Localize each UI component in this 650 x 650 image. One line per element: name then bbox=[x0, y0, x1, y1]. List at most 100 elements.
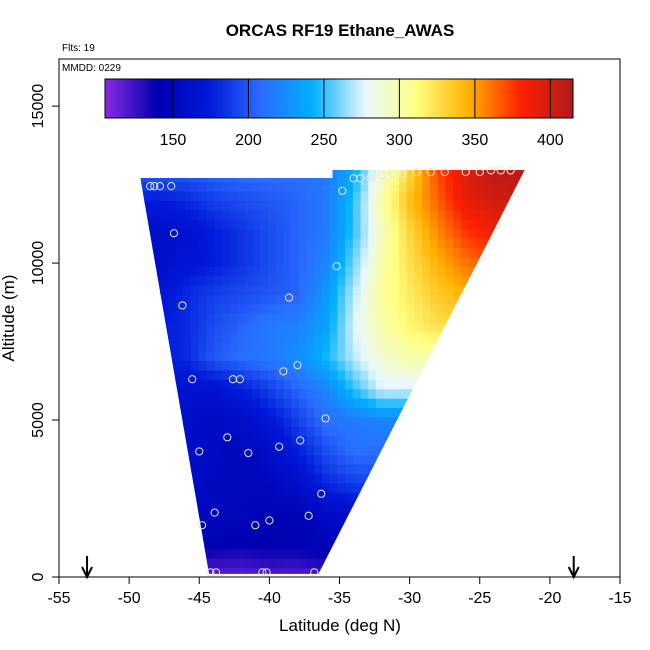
heatmap-cell bbox=[321, 219, 331, 230]
heatmap-cell bbox=[206, 190, 215, 201]
heatmap-cell bbox=[283, 473, 292, 484]
heatmap-cell bbox=[329, 190, 338, 201]
heatmap-cell bbox=[422, 341, 431, 352]
heatmap-cell bbox=[422, 181, 431, 192]
heatmap-cell bbox=[167, 219, 177, 230]
heatmap-cell bbox=[175, 256, 184, 267]
heatmap-cell bbox=[213, 398, 223, 409]
heatmap-cell bbox=[275, 275, 284, 286]
heatmap-cell bbox=[244, 492, 254, 503]
heatmap-cell bbox=[406, 332, 416, 343]
heatmap-cell bbox=[329, 237, 338, 248]
heatmap-cell bbox=[244, 200, 254, 211]
heatmap-cell bbox=[360, 407, 369, 418]
heatmap-cell bbox=[213, 313, 223, 324]
heatmap-cell bbox=[237, 539, 246, 550]
heatmap-cell bbox=[283, 454, 292, 465]
heatmap-cell bbox=[298, 303, 308, 314]
heatmap-cell bbox=[283, 209, 292, 220]
sample-point bbox=[211, 568, 221, 577]
heatmap-cell bbox=[275, 379, 284, 390]
heatmap-cell bbox=[329, 350, 338, 361]
heatmap-cell bbox=[198, 398, 207, 409]
heatmap-cell bbox=[360, 416, 369, 427]
heatmap-cell bbox=[314, 435, 323, 446]
heatmap-cell bbox=[337, 209, 346, 220]
heatmap-cell bbox=[491, 219, 500, 230]
heatmap-cell bbox=[237, 247, 246, 258]
heatmap-cell bbox=[275, 332, 284, 343]
heatmap-cell bbox=[352, 379, 362, 390]
heatmap-cell bbox=[252, 416, 261, 427]
heatmap-cell bbox=[275, 190, 284, 201]
heatmap-cell bbox=[275, 237, 284, 248]
heatmap-cell bbox=[375, 313, 385, 324]
heatmap-cell bbox=[237, 501, 246, 512]
heatmap-cell bbox=[460, 190, 470, 201]
heatmap-cell bbox=[314, 548, 323, 559]
heatmap-cell bbox=[267, 228, 277, 239]
heatmap-cell bbox=[422, 247, 431, 258]
heatmap-cell bbox=[406, 228, 416, 239]
heatmap-cell bbox=[314, 190, 323, 201]
heatmap-cell bbox=[206, 511, 215, 522]
heatmap-cell bbox=[352, 313, 362, 324]
heatmap-cell bbox=[460, 172, 470, 183]
heatmap-cell bbox=[414, 190, 423, 201]
heatmap-cell bbox=[321, 190, 331, 201]
heatmap-cell bbox=[267, 454, 277, 465]
heatmap-cell bbox=[329, 200, 338, 211]
heatmap-cell bbox=[437, 303, 446, 314]
heatmap-cell bbox=[406, 200, 416, 211]
heatmap-cell bbox=[175, 200, 184, 211]
heatmap-cell bbox=[267, 558, 277, 569]
heatmap-cell bbox=[198, 237, 207, 248]
heatmap-cell bbox=[221, 332, 231, 343]
heatmap-cell bbox=[329, 426, 338, 437]
heatmap-cell bbox=[399, 369, 408, 380]
heatmap-cell bbox=[314, 558, 323, 569]
heatmap-cell bbox=[460, 200, 470, 211]
heatmap-cell bbox=[244, 209, 254, 220]
heatmap-cell bbox=[275, 313, 284, 324]
heatmap-cell bbox=[267, 492, 277, 503]
heatmap-cell bbox=[314, 350, 323, 361]
heatmap-cell bbox=[314, 388, 323, 399]
heatmap-cell bbox=[206, 266, 215, 277]
heatmap-cell bbox=[229, 548, 238, 559]
heatmap-cell bbox=[206, 379, 215, 390]
heatmap-cell bbox=[152, 228, 161, 239]
heatmap-cell bbox=[429, 285, 439, 296]
heatmap-cell bbox=[345, 388, 354, 399]
heatmap-cell bbox=[445, 247, 454, 258]
heatmap-cell bbox=[368, 294, 377, 305]
heatmap-cell bbox=[237, 341, 246, 352]
heatmap-cell bbox=[368, 332, 377, 343]
heatmap-cell bbox=[337, 294, 346, 305]
heatmap-cell bbox=[445, 209, 454, 220]
heatmap-cell bbox=[283, 322, 292, 333]
heatmap-cell bbox=[422, 237, 431, 248]
heatmap-cell bbox=[275, 558, 284, 569]
heatmap-cell bbox=[283, 445, 292, 456]
sample-point bbox=[188, 375, 197, 384]
heatmap-cell bbox=[375, 172, 385, 183]
heatmap-cell bbox=[237, 426, 246, 437]
heatmap-cell bbox=[206, 416, 215, 427]
heatmap-cell bbox=[291, 426, 300, 437]
heatmap-cell bbox=[283, 492, 292, 503]
heatmap-cell bbox=[283, 482, 292, 493]
heatmap-cell bbox=[491, 181, 500, 192]
heatmap-cell bbox=[206, 407, 215, 418]
heatmap-cell bbox=[321, 332, 331, 343]
heatmap-cell bbox=[159, 294, 169, 305]
heatmap-cell bbox=[291, 285, 300, 296]
heatmap-cell bbox=[252, 529, 261, 540]
heatmap-cell bbox=[391, 181, 400, 192]
heatmap-cell bbox=[237, 200, 246, 211]
heatmap-cell bbox=[244, 511, 254, 522]
heatmap-cell bbox=[183, 350, 192, 361]
heatmap-cell bbox=[183, 266, 192, 277]
heatmap-cell bbox=[368, 256, 377, 267]
heatmap-cell bbox=[298, 445, 308, 456]
